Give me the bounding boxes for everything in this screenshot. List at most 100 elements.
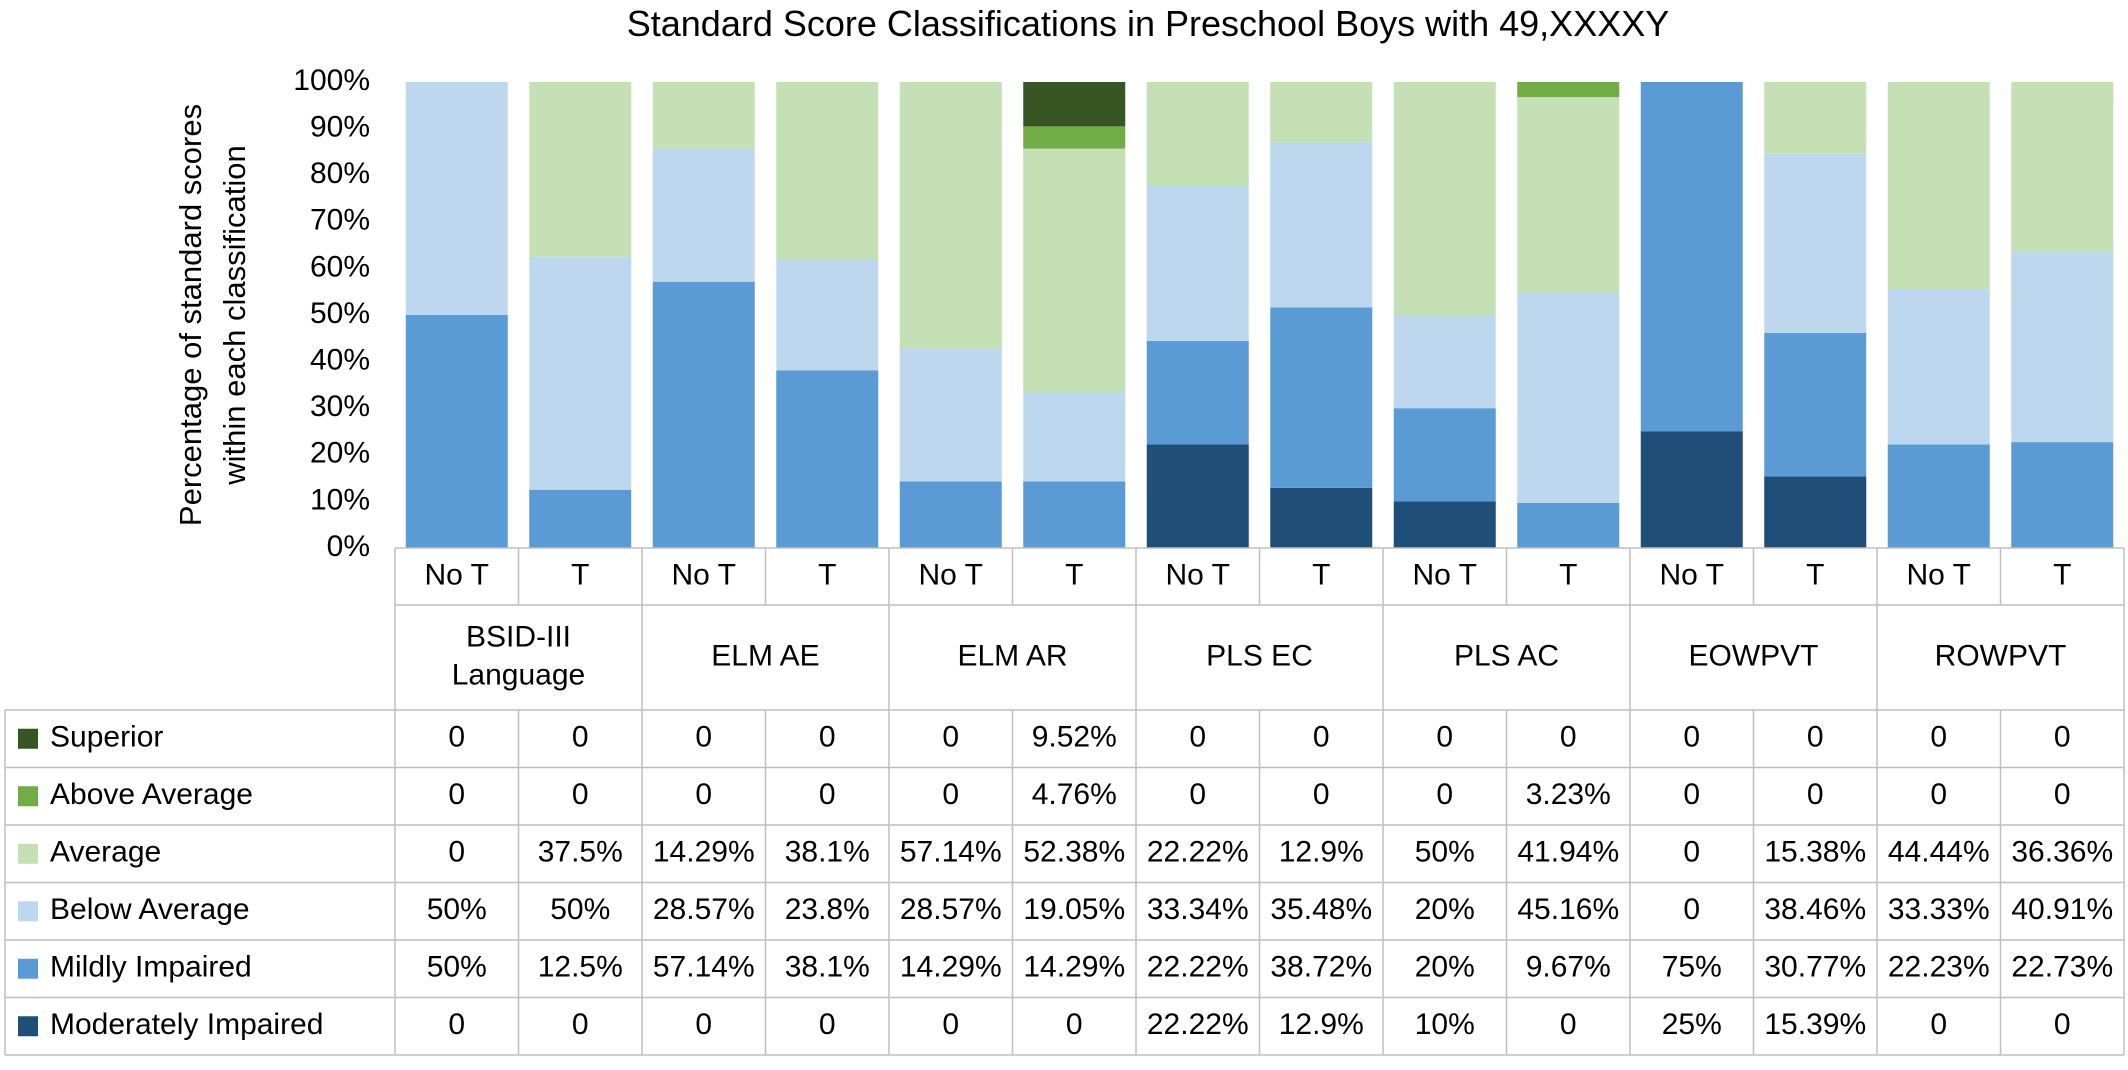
data-label: 0 xyxy=(942,721,959,754)
data-label: 20% xyxy=(1415,893,1475,926)
data-label: 22.23% xyxy=(1888,951,1990,984)
bar-segment xyxy=(1023,481,1126,548)
x-category-label: T xyxy=(1806,558,1824,591)
data-label: 30.77% xyxy=(1764,951,1866,984)
data-label: 28.57% xyxy=(900,893,1002,926)
data-label: 15.39% xyxy=(1764,1008,1866,1041)
bar-segment xyxy=(1270,142,1373,308)
legend-label: Average xyxy=(50,836,161,869)
data-label: 14.29% xyxy=(1023,951,1125,984)
x-group-label: PLS AC xyxy=(1454,639,1559,672)
x-group-label: ROWPVT xyxy=(1935,639,2067,672)
x-group-label: ELM AR xyxy=(957,639,1067,672)
data-label: 0 xyxy=(572,778,589,811)
x-group-labels: BSID-III Language ELM AE ELM AR PLS EC PLS AC… xyxy=(452,620,2067,691)
data-label: 23.8% xyxy=(785,893,870,926)
bar-segment xyxy=(776,82,879,260)
data-label: 0 xyxy=(1560,721,1577,754)
bar-segment xyxy=(529,82,632,257)
x-category-label: No T xyxy=(919,558,983,591)
bar-segment xyxy=(1640,82,1743,432)
bar-segment xyxy=(2011,442,2114,548)
bar-segment xyxy=(1764,153,1867,333)
data-label: 0 xyxy=(1683,778,1700,811)
data-label: 0 xyxy=(1930,1008,1947,1041)
legend-label: Above Average xyxy=(50,778,253,811)
bar-segment xyxy=(652,281,755,548)
x-category-label: No T xyxy=(1413,558,1477,591)
data-label: 40.91% xyxy=(2011,893,2113,926)
data-label: 3.23% xyxy=(1526,778,1611,811)
data-label: 0 xyxy=(448,836,465,869)
data-label: 38.1% xyxy=(785,836,870,869)
data-label: 33.33% xyxy=(1888,893,1990,926)
x-group-label: Language xyxy=(452,658,585,691)
data-label: 0 xyxy=(1683,893,1700,926)
data-label: 36.36% xyxy=(2011,836,2113,869)
data-label: 9.67% xyxy=(1526,951,1611,984)
bar-segment xyxy=(1393,82,1496,315)
data-label: 28.57% xyxy=(653,893,755,926)
legend-swatch xyxy=(18,843,38,864)
data-label: 50% xyxy=(427,951,487,984)
bars xyxy=(405,82,2114,548)
data-label: 0 xyxy=(942,1008,959,1041)
bar-segment xyxy=(529,256,632,490)
x-category-label: T xyxy=(571,558,589,591)
x-category-labels: No T T No T T No T T No T T No T T No T T No T T xyxy=(425,558,2072,591)
data-label: 0 xyxy=(942,778,959,811)
data-label: 45.16% xyxy=(1517,893,1619,926)
data-label: 12.9% xyxy=(1279,836,1364,869)
legend-table: Superior Above Average Average Below Averag… xyxy=(18,721,323,1041)
bar-segment xyxy=(1270,307,1373,488)
data-label: 0 xyxy=(1930,721,1947,754)
bar-segment xyxy=(2011,82,2114,252)
y-tick-label: 90% xyxy=(310,111,370,144)
x-group-label: PLS EC xyxy=(1206,639,1313,672)
y-tick-label: 30% xyxy=(310,390,370,423)
data-label: 22.22% xyxy=(1147,1008,1249,1041)
bar-segment xyxy=(1517,97,1620,293)
data-label: 15.38% xyxy=(1764,836,1866,869)
y-tick-label: 70% xyxy=(310,204,370,237)
data-label: 50% xyxy=(1415,836,1475,869)
bar-segment xyxy=(1517,292,1620,503)
bar-segment xyxy=(529,489,632,548)
data-label: 38.72% xyxy=(1270,951,1372,984)
x-group-label: EOWPVT xyxy=(1688,639,1818,672)
legend-label: Moderately Impaired xyxy=(50,1008,323,1041)
data-label: 0 xyxy=(1807,721,1824,754)
table-grid xyxy=(4,547,2125,1056)
x-category-label: T xyxy=(818,558,836,591)
x-category-label: No T xyxy=(1660,558,1724,591)
x-category-label: No T xyxy=(1907,558,1971,591)
x-category-label: T xyxy=(1559,558,1577,591)
data-label: 57.14% xyxy=(653,951,755,984)
bar-segment xyxy=(1146,444,1249,548)
y-tick-label: 50% xyxy=(310,297,370,330)
data-label: 0 xyxy=(448,778,465,811)
data-label: 75% xyxy=(1662,951,1722,984)
legend-swatch xyxy=(18,1016,38,1037)
y-tick-label: 80% xyxy=(310,157,370,190)
legend-swatch xyxy=(18,786,38,807)
data-label: 0 xyxy=(572,721,589,754)
data-label: 22.73% xyxy=(2011,951,2113,984)
y-tick-label: 40% xyxy=(310,344,370,377)
bar-segment xyxy=(652,82,755,149)
data-label: 0 xyxy=(819,1008,836,1041)
legend-swatch xyxy=(18,958,38,979)
bar-segment xyxy=(1764,332,1867,477)
data-label: 12.5% xyxy=(538,951,623,984)
y-axis-ticks: 0% 10% 20% 30% 40% 50% 60% 70% 80% 90% 100% xyxy=(293,64,370,563)
data-label: 0 xyxy=(2054,721,2071,754)
data-label: 41.94% xyxy=(1517,836,1619,869)
x-group-label: ELM AE xyxy=(711,639,819,672)
x-category-label: No T xyxy=(1166,558,1230,591)
data-label: 0 xyxy=(448,721,465,754)
bar-segment xyxy=(776,370,879,548)
bar-segment xyxy=(2011,251,2114,443)
chart-title: Standard Score Classifications in Presch… xyxy=(627,3,1670,44)
bar-segment xyxy=(1764,82,1867,154)
